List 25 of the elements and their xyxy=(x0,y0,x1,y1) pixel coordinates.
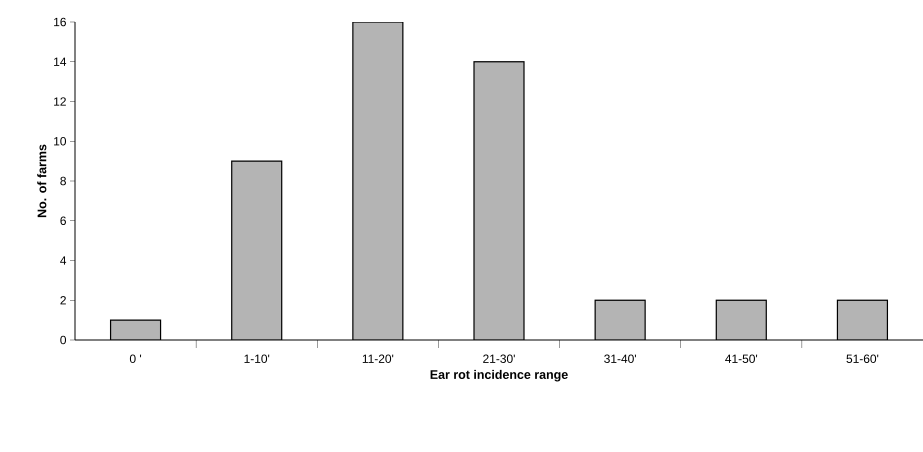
y-tick-label: 4 xyxy=(60,256,66,265)
x-tick-label: 11-20' xyxy=(362,354,394,363)
x-tick-label: 21-30' xyxy=(483,354,515,363)
bar xyxy=(352,22,404,340)
y-tick-label: 0 xyxy=(60,336,66,344)
x-tick-label: 41-50' xyxy=(725,354,758,363)
bar xyxy=(594,300,646,340)
y-axis-title: No. of farms xyxy=(37,144,46,218)
bar xyxy=(231,160,282,340)
bar xyxy=(110,320,162,340)
y-tick-label: 8 xyxy=(60,176,66,186)
x-tick-label: 0 ' xyxy=(130,354,142,363)
x-tick-label: 51-60' xyxy=(846,354,878,363)
y-tick-label: 12 xyxy=(54,97,66,106)
bar xyxy=(473,61,525,340)
x-tick-label: 31-40' xyxy=(604,354,636,363)
y-tick-label: 14 xyxy=(54,58,66,66)
bar xyxy=(716,300,767,340)
x-axis-title: Ear rot incidence range xyxy=(430,370,568,382)
x-tick-label: 1-10' xyxy=(244,354,270,363)
y-tick-label: 10 xyxy=(54,137,66,146)
y-tick-label: 16 xyxy=(54,18,66,26)
y-tick-label: 2 xyxy=(60,296,66,304)
y-tick-label: 6 xyxy=(60,216,66,225)
bar xyxy=(836,300,888,340)
